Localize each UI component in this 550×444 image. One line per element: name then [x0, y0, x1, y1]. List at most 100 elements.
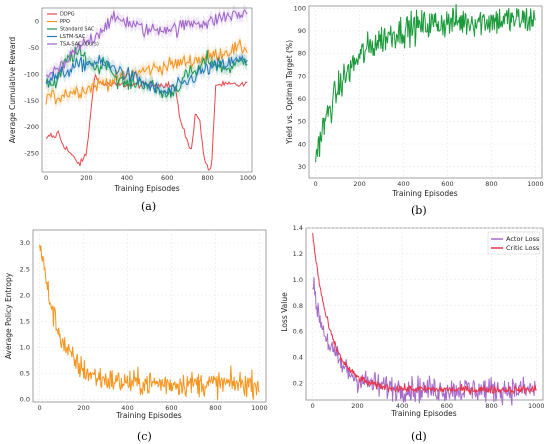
x-axis-label-d: Training Episodes	[390, 409, 456, 418]
panel-label-d: (d)	[411, 430, 427, 443]
x-tick-label: 0	[38, 404, 42, 412]
x-tick-label: 400	[121, 404, 133, 412]
x-axis-label-c: Training Episodes	[115, 411, 181, 420]
x-axis-label-b: Training Episodes	[391, 189, 457, 198]
x-tick-label: 400	[396, 402, 408, 410]
tick-labels-a: 0 200 400 600 800 1000 0 -50 -100 -150 -200 -250	[24, 17, 256, 182]
series-band	[46, 49, 248, 100]
x-tick-label: 0	[44, 174, 48, 182]
x-tick-label: 600	[441, 402, 453, 410]
series-band	[46, 40, 248, 104]
series-line	[312, 233, 537, 395]
y-tick-label: -250	[24, 150, 39, 158]
y-axis-label-b: Yield vs. Optimal Target (%)	[285, 40, 294, 145]
x-tick-label: 1000	[251, 404, 268, 412]
panel-label-c: (c)	[137, 430, 152, 443]
plot-frame-c	[32, 229, 267, 403]
y-axis-label-a: Average Cumulative Reward	[8, 37, 17, 144]
y-tick-label: 30	[298, 163, 306, 171]
y-tick-label: 50	[298, 118, 306, 126]
y-tick-label: 2.5	[20, 265, 30, 273]
legend-entry: LSTM-SAC	[60, 34, 86, 40]
y-tick-label: 0.0	[20, 396, 30, 404]
y-tick-label: 70	[298, 72, 306, 80]
x-tick-label: 0	[311, 402, 315, 410]
x-tick-label: 800	[485, 180, 497, 188]
x-tick-label: 600	[441, 180, 453, 188]
y-tick-label: 2.0	[20, 291, 30, 299]
y-tick-label: 100	[294, 4, 306, 12]
legend-entry: TSA-SAC (Ours)	[59, 42, 99, 48]
legend-entry: Critic Loss	[506, 244, 540, 252]
x-tick-label: 200	[353, 180, 365, 188]
y-tick-label: 1.0	[20, 343, 30, 351]
series-group-d	[312, 233, 537, 406]
x-tick-label: 800	[201, 174, 213, 182]
x-tick-label: 600	[165, 404, 177, 412]
series-group-a	[45, 3, 248, 171]
y-tick-label: 0.6	[293, 328, 303, 336]
panel-label-a: (a)	[141, 200, 156, 213]
tick-labels-b: 0 200 400 600 800 1000 30 40 50 60 70 80 90 100	[294, 4, 544, 188]
x-tick-label: 400	[121, 174, 133, 182]
series-line	[45, 8, 248, 78]
x-tick-label: 400	[397, 180, 409, 188]
y-tick-label: 1.2	[293, 250, 303, 258]
y-tick-label: -200	[24, 123, 39, 131]
tick-labels-c: 0 200 400 600 800 1000 0.0 0.5 1.0 1.5 2.0 2.5 3.0	[20, 239, 268, 412]
grid-a	[42, 8, 252, 172]
series-group-c	[39, 244, 260, 401]
y-tick-label: 0.2	[293, 379, 303, 387]
y-tick-label: -150	[24, 97, 39, 105]
y-tick-label: 90	[298, 27, 306, 35]
y-tick-label: 3.0	[20, 239, 30, 247]
y-tick-label: 40	[298, 140, 306, 148]
tick-labels-d: 0 200 400 600 800 1000 0.2 0.4 0.6 0.8 1.0 1.2 1.4	[293, 224, 545, 410]
y-tick-label: -50	[28, 44, 39, 52]
x-tick-label: 800	[209, 404, 221, 412]
x-tick-label: 600	[161, 174, 173, 182]
series-band	[46, 33, 248, 111]
x-axis-label-a: Training Episodes	[113, 184, 179, 193]
x-tick-label: 1000	[527, 180, 544, 188]
y-tick-label: 1.5	[20, 317, 30, 325]
plot-frame-a	[41, 7, 253, 173]
y-tick-label: 0.4	[293, 354, 303, 362]
y-axis-label-c: Average Policy Entropy	[4, 272, 13, 359]
chart-c: 0 200 400 600 800 1000 0.0 0.5 1.0 1.5 2.0 2.5 3.0 T…	[4, 229, 268, 420]
legend-entry: DDPG	[60, 12, 75, 18]
x-tick-label: 200	[351, 402, 363, 410]
x-tick-label: 0	[314, 180, 318, 188]
panel-label-b: (b)	[411, 204, 427, 217]
series-line	[39, 244, 260, 401]
series-group-b	[315, 4, 536, 163]
y-tick-label: 0.8	[293, 302, 303, 310]
series-line	[45, 39, 248, 105]
y-tick-label: 80	[298, 50, 306, 58]
series-line	[315, 4, 536, 163]
y-tick-label: -100	[24, 70, 39, 78]
x-tick-label: 200	[80, 174, 92, 182]
y-tick-label: 1.0	[293, 276, 303, 284]
y-tick-label: 0.5	[20, 370, 30, 378]
y-tick-label: 0	[35, 17, 39, 25]
series-line	[45, 54, 248, 95]
grid-c	[33, 230, 266, 402]
plot-frame-d	[305, 227, 544, 401]
y-tick-label: 60	[298, 95, 306, 103]
x-tick-label: 1000	[240, 174, 257, 182]
y-axis-label-d: Loss Value	[280, 292, 289, 332]
legend-entry: Actor Loss	[506, 235, 540, 243]
legend-entry: Standard SAC	[60, 27, 95, 33]
legend-entry: PPO	[60, 19, 70, 25]
x-tick-label: 1000	[528, 402, 545, 410]
plot-frame-b	[308, 5, 543, 179]
y-tick-label: 1.4	[293, 224, 303, 232]
x-tick-label: 800	[485, 402, 497, 410]
x-tick-label: 200	[77, 404, 89, 412]
chart-b: 0 200 400 600 800 1000 30 40 50 60 70 80 90 100 Train…	[285, 4, 544, 198]
chart-d: 0 200 400 600 800 1000 0.2 0.4 0.6 0.8 1.0 1.2 1.4 T…	[280, 224, 545, 418]
